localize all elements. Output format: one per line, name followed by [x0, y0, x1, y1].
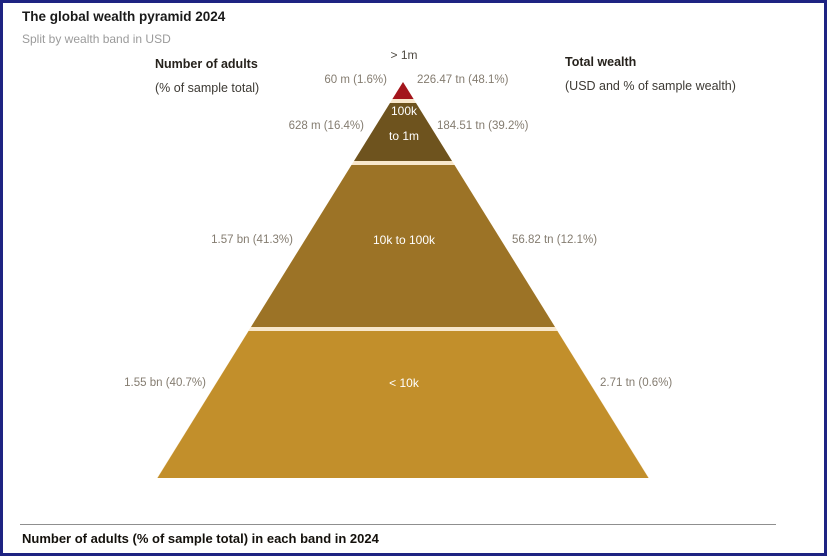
adults-label-100k-1m: 628 m (16.4%) — [288, 120, 364, 132]
band-range-label-100k-line1: 100k — [390, 104, 418, 118]
right-column-header: Total wealth (USD and % of sample wealth… — [565, 55, 736, 93]
wealth-label-100k-1m: 184.51 tn (39.2%) — [437, 120, 529, 132]
adults-label-lt-10k: 1.55 bn (40.7%) — [124, 377, 206, 389]
adults-label-gt-1m: 60 m (1.6%) — [324, 74, 387, 86]
right-column-title: Total wealth — [565, 55, 637, 69]
pyramid-band-100k-to-1m — [354, 103, 452, 161]
left-column-subtitle: (% of sample total) — [155, 81, 260, 95]
left-column-header: Number of adults (% of sample total) — [155, 57, 259, 95]
pyramid-band-lt-10k — [157, 331, 649, 478]
left-column-title: Number of adults — [155, 57, 258, 71]
wealth-label-10k-100k: 56.82 tn (12.1%) — [512, 234, 598, 246]
band-range-label-10k-100k: 10k to 100k — [372, 233, 436, 247]
band-range-label-lt-10k: < 10k — [389, 376, 419, 390]
pyramid-band-10k-to-100k — [251, 165, 555, 327]
wealth-label-gt-1m: 226.47 tn (48.1%) — [417, 74, 509, 86]
pyramid-chart — [157, 82, 649, 478]
right-column-subtitle: (USD and % of sample wealth) — [565, 79, 736, 93]
band-range-label-100k-line2: to 1m — [388, 129, 419, 143]
page-title: The global wealth pyramid 2024 — [22, 9, 226, 24]
page-subtitle: Split by wealth band in USD — [22, 32, 171, 46]
band-range-label-gt-1m: > 1m — [390, 48, 418, 62]
footer-divider — [20, 524, 776, 525]
adults-label-10k-100k: 1.57 bn (41.3%) — [211, 234, 293, 246]
wealth-label-lt-10k: 2.71 tn (0.6%) — [600, 377, 673, 389]
footer-caption: Number of adults (% of sample total) in … — [22, 531, 379, 546]
pyramid-band-gt-1m — [392, 82, 414, 99]
